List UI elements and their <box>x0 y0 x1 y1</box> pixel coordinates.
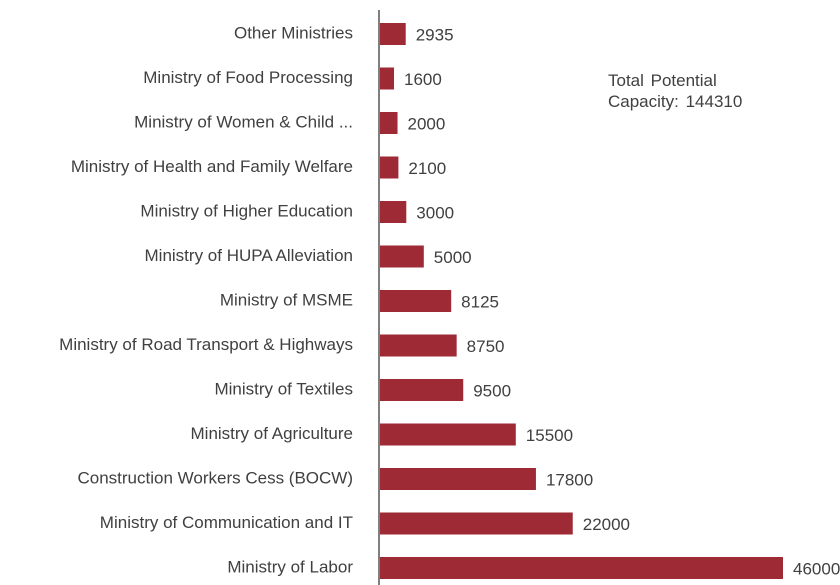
y-tick-label: Ministry of Textiles <box>214 379 353 398</box>
value-label: 2100 <box>408 159 446 178</box>
y-tick-label: Other Ministries <box>234 23 353 42</box>
bar <box>380 245 424 268</box>
bar <box>380 156 399 179</box>
bar <box>380 23 406 45</box>
bar <box>380 557 783 579</box>
y-tick-label: Ministry of Agriculture <box>191 424 354 443</box>
value-label: 3000 <box>416 203 454 222</box>
bar <box>380 67 395 90</box>
bar <box>380 201 407 223</box>
value-label: 2935 <box>416 25 454 44</box>
y-tick-label: Ministry of Women & Child ... <box>134 112 353 131</box>
y-tick-label: Ministry of Labor <box>227 557 353 576</box>
bar <box>380 112 398 134</box>
bar <box>380 334 457 357</box>
value-label: 5000 <box>434 248 472 267</box>
value-label: 8125 <box>461 292 499 311</box>
y-tick-label: Ministry of Road Transport & Highways <box>59 335 353 354</box>
y-tick-label: Ministry of Communication and IT <box>100 513 353 532</box>
bar <box>380 468 536 490</box>
value-label: 8750 <box>467 337 505 356</box>
y-tick-label: Ministry of Higher Education <box>140 201 353 220</box>
bar <box>380 423 516 446</box>
bar <box>380 290 452 312</box>
y-tick-label: Ministry of Health and Family Welfare <box>71 157 353 176</box>
annotation: Total Potential Capacity: 144310 <box>608 71 743 111</box>
value-label: 46000 <box>793 559 840 578</box>
y-tick-label: Ministry of MSME <box>220 290 353 309</box>
bar <box>380 379 464 401</box>
value-label: 1600 <box>404 70 442 89</box>
y-tick-label: Ministry of HUPA Alleviation <box>145 246 353 265</box>
value-label: 2000 <box>408 114 446 133</box>
value-label: 9500 <box>473 381 511 400</box>
y-tick-label: Construction Workers Cess (BOCW) <box>77 468 353 487</box>
y-tick-label: Ministry of Food Processing <box>143 68 353 87</box>
value-label: 17800 <box>546 470 593 489</box>
value-label: 22000 <box>583 515 630 534</box>
bar <box>380 512 573 535</box>
value-label: 15500 <box>526 426 573 445</box>
